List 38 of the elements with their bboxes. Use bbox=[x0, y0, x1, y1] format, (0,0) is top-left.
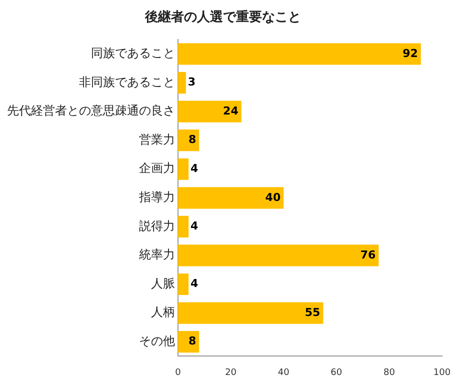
bar bbox=[178, 216, 189, 238]
y-tick-label: 説得力 bbox=[139, 218, 175, 233]
y-tick-label: 同族であること bbox=[91, 46, 175, 60]
data-label: 4 bbox=[190, 162, 199, 175]
x-tick-label: 100 bbox=[433, 368, 451, 378]
x-tick-label: 0 bbox=[175, 368, 182, 378]
data-label: 55 bbox=[304, 306, 320, 319]
chart-title: 後継者の人選で重要なこと bbox=[144, 9, 301, 26]
data-label: 8 bbox=[188, 334, 196, 348]
bar bbox=[178, 187, 284, 209]
data-label: 4 bbox=[190, 220, 199, 233]
y-tick-label: 先代経営者との意思疎通の良さ bbox=[7, 104, 175, 118]
y-tick-label: 統率力 bbox=[139, 248, 175, 262]
bar bbox=[178, 100, 242, 122]
data-label: 76 bbox=[360, 248, 376, 262]
data-label: 4 bbox=[190, 277, 199, 290]
x-tick-label: 60 bbox=[330, 368, 342, 378]
bar bbox=[178, 302, 324, 324]
data-label: 3 bbox=[188, 76, 196, 89]
bar bbox=[178, 43, 421, 65]
y-tick-label: 非同族であること bbox=[79, 74, 175, 89]
y-tick-label: 営業力 bbox=[139, 132, 175, 146]
y-tick-label: 人脈 bbox=[151, 276, 175, 290]
data-label: 8 bbox=[188, 133, 196, 146]
bar bbox=[178, 72, 186, 94]
x-tick-label: 20 bbox=[225, 368, 237, 378]
y-tick-label: 人柄 bbox=[151, 305, 175, 320]
data-label: 24 bbox=[223, 104, 239, 118]
y-tick-label: 企画力 bbox=[139, 161, 175, 176]
bar bbox=[178, 273, 189, 296]
y-tick-label: 指導力 bbox=[138, 190, 175, 204]
bar bbox=[178, 158, 189, 180]
x-tick-label: 40 bbox=[278, 368, 290, 378]
data-label: 92 bbox=[402, 46, 418, 60]
x-tick-label: 80 bbox=[383, 368, 396, 378]
data-label: 40 bbox=[265, 190, 281, 204]
bar bbox=[178, 244, 379, 266]
y-tick-label: その他 bbox=[139, 334, 175, 348]
